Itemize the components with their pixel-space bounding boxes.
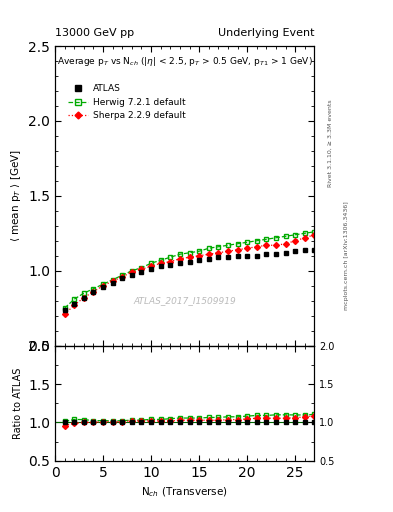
X-axis label: N$_{ch}$ (Transverse): N$_{ch}$ (Transverse) — [141, 485, 228, 499]
Text: ATLAS_2017_I1509919: ATLAS_2017_I1509919 — [133, 296, 236, 305]
Text: 13000 GeV pp: 13000 GeV pp — [55, 28, 134, 38]
Legend: ATLAS, Herwig 7.2.1 default, Sherpa 2.2.9 default: ATLAS, Herwig 7.2.1 default, Sherpa 2.2.… — [65, 80, 189, 124]
Y-axis label: Ratio to ATLAS: Ratio to ATLAS — [13, 368, 23, 439]
Text: mcplots.cern.ch [arXiv:1306.3436]: mcplots.cern.ch [arXiv:1306.3436] — [344, 202, 349, 310]
Text: Average p$_T$ vs N$_{ch}$ ($|\eta|$ < 2.5, p$_T$ > 0.5 GeV, p$_{T1}$ > 1 GeV): Average p$_T$ vs N$_{ch}$ ($|\eta|$ < 2.… — [57, 55, 312, 68]
Text: Rivet 3.1.10, ≥ 3.3M events: Rivet 3.1.10, ≥ 3.3M events — [328, 99, 333, 187]
Y-axis label: $\langle$ mean p$_T$ $\rangle$ [GeV]: $\langle$ mean p$_T$ $\rangle$ [GeV] — [9, 150, 23, 242]
Text: Underlying Event: Underlying Event — [218, 28, 314, 38]
